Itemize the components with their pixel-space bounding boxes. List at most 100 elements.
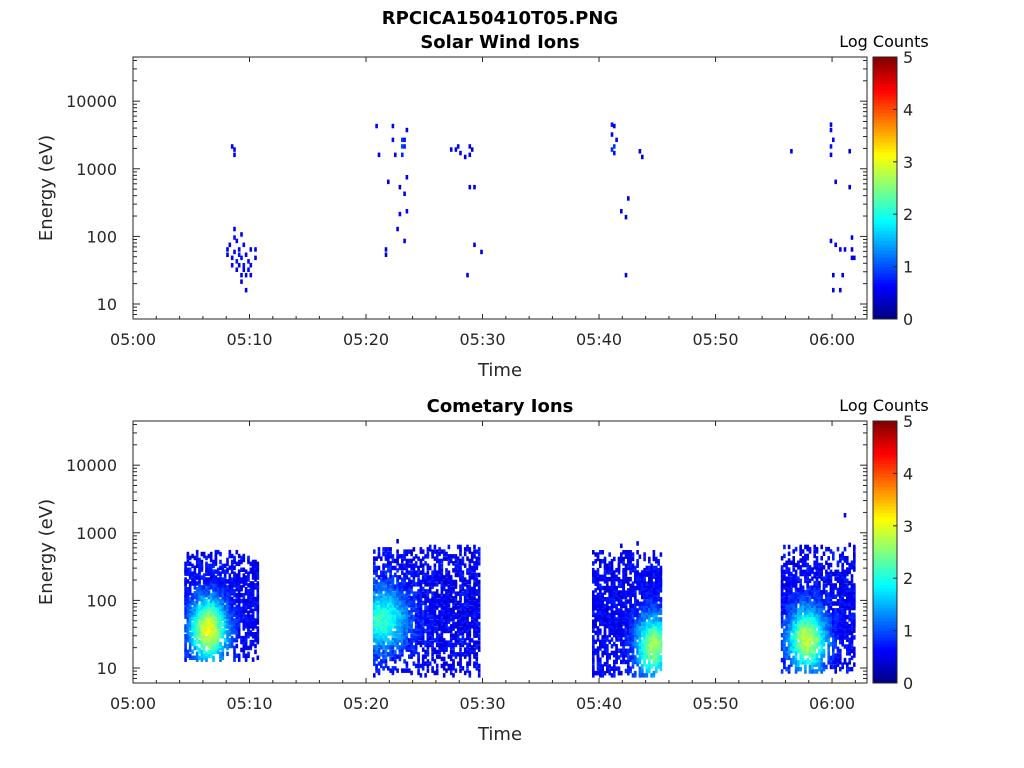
heatmap-cell — [412, 607, 416, 613]
heatmap-cell — [435, 558, 439, 564]
heatmap-cell — [463, 547, 467, 552]
heatmap-cell — [373, 661, 376, 666]
heatmap-cell — [834, 644, 837, 649]
heatmap-cell — [389, 565, 392, 571]
heatmap-cell — [804, 660, 807, 665]
heatmap-cell — [592, 567, 595, 573]
heatmap-cell — [818, 562, 821, 568]
heatmap-cell — [645, 588, 649, 593]
colorbar-segment — [873, 227, 897, 232]
heatmap-cell — [396, 539, 399, 544]
colorbar-segment — [873, 70, 897, 74]
heatmap-cell — [233, 152, 236, 158]
heatmap-cell — [813, 626, 816, 631]
heatmap-cell — [244, 569, 248, 574]
heatmap-cell — [624, 550, 628, 555]
heatmap-cell — [468, 652, 472, 657]
heatmap-cell — [624, 554, 628, 559]
heatmap-cell — [815, 546, 819, 552]
heatmap-cell — [829, 587, 833, 593]
heatmap-cell — [599, 628, 602, 633]
heatmap-cell — [783, 630, 786, 636]
heatmap-cell — [212, 579, 215, 584]
heatmap-cell — [414, 563, 418, 568]
heatmap-cell — [380, 638, 383, 643]
heatmap-cell — [414, 645, 418, 650]
heatmap-cell — [389, 607, 392, 613]
heatmap-cell — [468, 184, 472, 190]
heatmap-cell — [433, 600, 437, 606]
heatmap-cell — [417, 568, 420, 573]
heatmap-cell — [813, 662, 816, 667]
heatmap-cell — [615, 666, 618, 671]
heatmap-cell — [459, 605, 462, 610]
heatmap-cell — [596, 608, 600, 613]
heatmap-cell — [841, 664, 844, 670]
heatmap-cell — [620, 670, 623, 676]
heatmap-cell — [440, 631, 444, 636]
heatmap-cell — [202, 600, 206, 606]
heatmap-cell — [205, 577, 208, 582]
heatmap-cell — [431, 640, 434, 645]
heatmap-cell — [419, 635, 423, 641]
heatmap-cell — [463, 605, 467, 610]
heatmap-cell — [403, 659, 406, 664]
heatmap-cell — [438, 603, 441, 608]
heatmap-cell — [405, 575, 409, 580]
heatmap-cell — [473, 554, 476, 559]
heatmap-cell — [811, 585, 814, 590]
heatmap-cell — [841, 580, 844, 586]
heatmap-cell — [839, 580, 842, 586]
heatmap-cell — [808, 612, 812, 618]
heatmap-cell — [251, 559, 255, 565]
heatmap-cell — [470, 614, 474, 620]
colorbar-segment — [873, 256, 897, 261]
heatmap-cell — [468, 144, 472, 149]
heatmap-cell — [650, 610, 653, 615]
heatmap-cell — [394, 619, 397, 624]
heatmap-cell — [832, 660, 835, 665]
heatmap-cell — [456, 610, 460, 615]
heatmap-cell — [408, 628, 411, 634]
heatmap-cell — [382, 598, 385, 603]
heatmap-cell — [813, 669, 816, 674]
heatmap-cell — [428, 631, 432, 636]
heatmap-cell — [650, 588, 653, 593]
heatmap-cell — [373, 652, 376, 657]
heatmap-cell — [394, 624, 397, 629]
heatmap-cell — [373, 593, 376, 599]
heatmap-cell — [850, 644, 854, 649]
heatmap-cell — [391, 633, 395, 638]
heatmap-cell — [804, 556, 807, 561]
heatmap-cell — [463, 654, 467, 659]
heatmap-cell — [461, 577, 465, 582]
heatmap-cell — [454, 635, 458, 641]
heatmap-cell — [198, 634, 201, 639]
heatmap-cell — [799, 578, 802, 584]
heatmap-cell — [401, 619, 404, 624]
heatmap-cell — [820, 601, 823, 606]
heatmap-cell — [596, 576, 600, 582]
heatmap-cell — [428, 586, 432, 592]
heatmap-cell — [850, 247, 854, 252]
heatmap-cell — [421, 612, 425, 617]
colorbar-segment — [873, 224, 897, 228]
heatmap-cell — [787, 596, 791, 602]
heatmap-cell — [419, 596, 423, 601]
heatmap-cell — [398, 619, 402, 624]
heatmap-cell — [414, 663, 418, 669]
heatmap-cell — [408, 614, 411, 620]
heatmap-cell — [594, 552, 597, 557]
heatmap-cell — [650, 599, 653, 604]
heatmap-cell — [832, 628, 835, 633]
heatmap-cell — [797, 612, 800, 618]
heatmap-cell — [403, 584, 406, 589]
heatmap-cell — [785, 601, 788, 606]
heatmap-cell — [643, 588, 646, 593]
heatmap-cell — [184, 561, 187, 567]
heatmap-cell — [380, 617, 383, 622]
heatmap-cell — [463, 621, 467, 627]
heatmap-cell — [638, 572, 642, 577]
heatmap-cell — [815, 669, 819, 674]
heatmap-cell — [454, 605, 458, 610]
